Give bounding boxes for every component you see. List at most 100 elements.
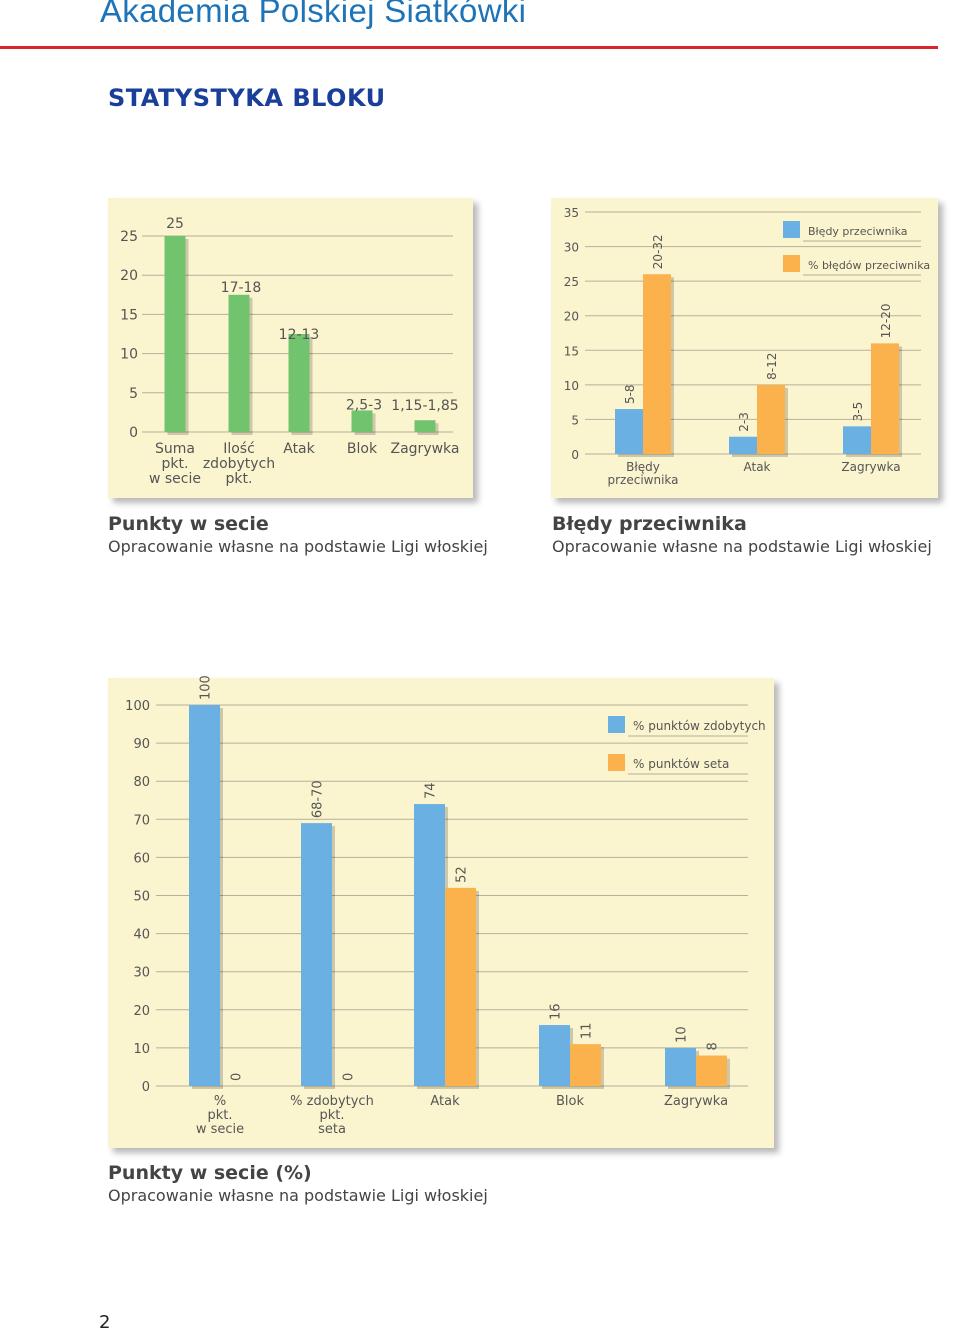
bar	[539, 1025, 570, 1086]
data-label: 12-20	[879, 303, 893, 338]
data-label: 2-3	[737, 412, 751, 432]
y-tick-label: 10	[564, 379, 579, 393]
data-label: 3-5	[851, 402, 865, 422]
page-number: 2	[99, 1312, 111, 1333]
data-label: 0	[342, 1073, 357, 1081]
category-label: zdobytych	[203, 456, 275, 472]
data-label: 68-70	[311, 780, 326, 818]
data-label: 17-18	[221, 280, 262, 296]
chart-panel-points-percent: 0 10 20 30 40 50 60 70 80 90 100 100 0% pkt. w secie 68…	[108, 675, 774, 1148]
y-tick-label: 30	[133, 966, 150, 981]
category-label: Atak	[430, 1094, 460, 1109]
category-label: pkt.	[319, 1108, 344, 1123]
caption-points-percent: Punkty w secie (%) Opracowanie własne na…	[108, 1162, 488, 1205]
category-label: % zdobytych	[290, 1094, 374, 1109]
bar	[757, 384, 785, 454]
bar	[615, 409, 643, 454]
category-label: Atak	[283, 441, 315, 457]
y-tick-label: 100	[125, 699, 150, 714]
bar	[288, 334, 310, 432]
y-tick-label: 90	[133, 737, 150, 752]
category-label: Zagrywka	[664, 1094, 728, 1109]
y-tick-label: 10	[120, 347, 138, 363]
site-title: Akademia Polskiej Siatkówki	[100, 0, 527, 29]
legend-label: % punktów seta	[633, 757, 729, 771]
bar	[643, 274, 671, 454]
bar	[228, 294, 250, 432]
y-tick-label: 30	[564, 241, 579, 255]
category-label: Atak	[743, 460, 770, 474]
caption-points-per-set: Punkty w secie Opracowanie własne na pod…	[108, 513, 488, 556]
title-rule	[0, 46, 938, 49]
chart-panel-opponent-errors: 0 5 10 15 20 25 30 35 5-8 20-32 Błędy przeciwnika 2-…	[551, 198, 938, 498]
caption-subtitle: Opracowanie własne na podstawie Ligi wło…	[108, 537, 488, 556]
data-label: 52	[455, 866, 470, 883]
data-label: 11	[580, 1023, 595, 1040]
y-tick-label: 70	[133, 813, 150, 828]
bar	[665, 1047, 696, 1086]
data-label: 25	[166, 216, 184, 232]
section-title: STATYSTYKA BLOKU	[108, 84, 386, 112]
chart-panel-points-per-set: 0 5 10 15 20 25 25 Suma pkt. w secie 17-18 Ilość zdo…	[108, 198, 473, 498]
y-tick-label: 25	[564, 275, 579, 289]
data-label: 2,5-3	[346, 397, 382, 413]
category-label: Suma	[155, 441, 195, 457]
category-label: przeciwnika	[607, 473, 678, 487]
y-tick-label: 0	[129, 425, 138, 441]
y-tick-label: 15	[564, 344, 579, 358]
legend-swatch	[783, 255, 800, 272]
y-tick-label: 20	[133, 1004, 150, 1019]
legend-swatch	[783, 221, 800, 238]
y-tick-label: 40	[133, 928, 150, 943]
data-label: 16	[549, 1003, 564, 1020]
category-label: Zagrywka	[391, 441, 460, 457]
y-tick-label: 60	[133, 851, 150, 866]
bar	[570, 1044, 601, 1086]
bar	[414, 804, 445, 1086]
y-tick-label: 0	[142, 1080, 150, 1095]
bar	[729, 436, 757, 454]
caption-subtitle: Opracowanie własne na podstawie Ligi wło…	[108, 1186, 488, 1205]
bar	[189, 705, 220, 1086]
caption-title: Punkty w secie (%)	[108, 1162, 312, 1184]
y-tick-label: 5	[129, 386, 138, 402]
category-label: pkt.	[226, 471, 253, 487]
bar	[351, 410, 373, 432]
caption-subtitle: Opracowanie własne na podstawie Ligi wło…	[552, 537, 932, 556]
bar	[696, 1055, 727, 1086]
data-label: 10	[675, 1026, 690, 1043]
y-tick-label: 80	[133, 775, 150, 790]
data-label: 8	[706, 1042, 721, 1050]
caption-title: Błędy przeciwnika	[552, 513, 747, 535]
data-label: 5-8	[623, 384, 637, 404]
bar	[414, 420, 436, 432]
legend-label: % punktów zdobytych	[633, 719, 766, 733]
data-label: 12-13	[279, 327, 320, 343]
y-tick-label: 0	[571, 448, 579, 462]
legend-swatch	[608, 716, 625, 733]
data-label: 8-12	[765, 353, 779, 380]
category-label: Zagrywka	[841, 460, 900, 474]
y-tick-label: 15	[120, 307, 138, 323]
bar	[871, 343, 899, 454]
legend-swatch	[608, 754, 625, 771]
category-label: Blok	[347, 441, 378, 457]
legend-label: Błędy przeciwnika	[808, 225, 908, 238]
data-label: 0	[230, 1073, 245, 1081]
y-tick-label: 25	[120, 229, 138, 245]
category-label: seta	[318, 1122, 346, 1137]
category-label: %	[214, 1094, 226, 1109]
data-label: 100	[199, 675, 214, 700]
data-label: 74	[424, 783, 439, 800]
data-label: 20-32	[651, 234, 665, 269]
category-label: Ilość	[223, 441, 255, 457]
caption-title: Punkty w secie	[108, 513, 269, 535]
legend-label: % błędów przeciwnika	[808, 259, 930, 272]
data-label: 1,15-1,85	[391, 398, 458, 414]
y-tick-label: 10	[133, 1042, 150, 1057]
y-tick-label: 20	[564, 310, 579, 324]
category-label: Blok	[556, 1094, 584, 1109]
caption-opponent-errors: Błędy przeciwnika Opracowanie własne na …	[552, 513, 932, 556]
